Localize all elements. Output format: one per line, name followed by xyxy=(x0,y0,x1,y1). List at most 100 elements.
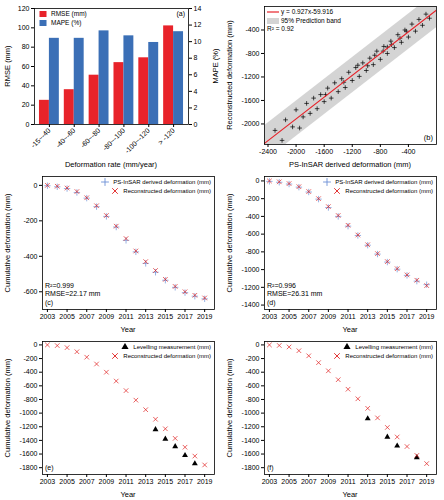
svg-text:-800: -800 xyxy=(373,148,387,155)
svg-text:14: 14 xyxy=(194,5,202,12)
svg-text:0: 0 xyxy=(194,121,198,128)
svg-text:2011: 2011 xyxy=(341,478,356,485)
svg-text:-600: -600 xyxy=(23,288,37,295)
svg-text:-1000: -1000 xyxy=(242,409,260,416)
svg-text:-1800: -1800 xyxy=(242,464,260,471)
svg-text:0: 0 xyxy=(256,341,260,348)
svg-text:40: 40 xyxy=(22,82,30,89)
svg-text:-600: -600 xyxy=(23,382,37,389)
svg-text:-2400: -2400 xyxy=(259,148,277,155)
svg-text:-40~-60: -40~-60 xyxy=(54,127,76,149)
svg-text:0: 0 xyxy=(26,121,30,128)
svg-text:2019: 2019 xyxy=(197,313,213,320)
svg-text:-400: -400 xyxy=(245,213,259,220)
svg-text:-2000: -2000 xyxy=(287,148,305,155)
svg-text:-800: -800 xyxy=(245,396,259,403)
svg-text:-600: -600 xyxy=(245,382,259,389)
svg-text:-100~-120: -100~-120 xyxy=(123,127,151,155)
svg-text:2005: 2005 xyxy=(59,313,75,320)
svg-text:2017: 2017 xyxy=(399,478,415,485)
svg-text:-1200: -1200 xyxy=(343,148,361,155)
svg-text:-1400: -1400 xyxy=(20,437,38,444)
svg-text:-1200: -1200 xyxy=(242,73,260,80)
svg-text:-400: -400 xyxy=(245,26,259,33)
svg-text:-1000: -1000 xyxy=(20,409,38,416)
svg-text:2013: 2013 xyxy=(360,313,376,320)
svg-text:-200: -200 xyxy=(23,217,37,224)
svg-text:2013: 2013 xyxy=(138,478,154,485)
svg-text:-1600: -1600 xyxy=(242,97,260,104)
svg-text:0: 0 xyxy=(34,182,38,189)
svg-text:2003: 2003 xyxy=(40,478,56,485)
svg-text:-200: -200 xyxy=(245,195,259,202)
svg-text:2007: 2007 xyxy=(301,478,317,485)
svg-text:-800: -800 xyxy=(245,50,259,57)
svg-text:-200: -200 xyxy=(23,355,37,362)
svg-text:2009: 2009 xyxy=(99,313,115,320)
svg-text:-1800: -1800 xyxy=(20,464,38,471)
svg-text:6: 6 xyxy=(194,71,198,78)
svg-text:-1400: -1400 xyxy=(242,301,260,308)
svg-text:2009: 2009 xyxy=(99,478,115,485)
svg-text:2019: 2019 xyxy=(197,478,213,485)
svg-text:2003: 2003 xyxy=(262,313,278,320)
svg-text:4: 4 xyxy=(194,88,198,95)
svg-text:2011: 2011 xyxy=(119,313,134,320)
svg-text:2019: 2019 xyxy=(419,478,435,485)
svg-text:-1200: -1200 xyxy=(242,423,260,430)
svg-text:60: 60 xyxy=(22,63,30,70)
svg-text:-800: -800 xyxy=(23,396,37,403)
svg-text:2019: 2019 xyxy=(419,313,435,320)
svg-text:2007: 2007 xyxy=(301,313,317,320)
svg-text:-1600: -1600 xyxy=(20,450,38,457)
svg-text:2017: 2017 xyxy=(177,313,193,320)
svg-text:2009: 2009 xyxy=(321,478,337,485)
svg-text:2013: 2013 xyxy=(360,478,376,485)
svg-text:-200: -200 xyxy=(245,355,259,362)
svg-text:-1000: -1000 xyxy=(242,266,260,273)
svg-text:2011: 2011 xyxy=(341,313,356,320)
svg-text:-400: -400 xyxy=(401,148,415,155)
svg-text:20: 20 xyxy=(22,101,30,108)
svg-text:-400: -400 xyxy=(23,253,37,260)
svg-text:-80~-100: -80~-100 xyxy=(101,127,126,152)
svg-text:-600: -600 xyxy=(245,230,259,237)
svg-text:-1200: -1200 xyxy=(20,423,38,430)
svg-text:2007: 2007 xyxy=(79,313,95,320)
svg-text:0: 0 xyxy=(34,341,38,348)
svg-text:-400: -400 xyxy=(245,368,259,375)
svg-text:2: 2 xyxy=(194,104,198,111)
svg-text:2009: 2009 xyxy=(321,313,337,320)
svg-text:2015: 2015 xyxy=(158,478,174,485)
svg-text:-2000: -2000 xyxy=(242,120,260,127)
svg-text:-1400: -1400 xyxy=(242,437,260,444)
svg-text:2005: 2005 xyxy=(59,478,75,485)
svg-text:2015: 2015 xyxy=(158,313,174,320)
svg-text:-1200: -1200 xyxy=(242,284,260,291)
svg-text:2005: 2005 xyxy=(281,313,297,320)
svg-text:80: 80 xyxy=(22,43,30,50)
svg-text:-1600: -1600 xyxy=(242,450,260,457)
svg-text:12: 12 xyxy=(194,21,202,28)
svg-text:100: 100 xyxy=(18,24,30,31)
svg-text:2013: 2013 xyxy=(138,313,154,320)
svg-text:2017: 2017 xyxy=(177,478,193,485)
svg-text:2017: 2017 xyxy=(399,313,415,320)
svg-text:> -120: > -120 xyxy=(157,127,176,146)
svg-text:-60~-80: -60~-80 xyxy=(79,127,101,149)
svg-text:-400: -400 xyxy=(23,368,37,375)
svg-text:2005: 2005 xyxy=(281,478,297,485)
svg-text:2007: 2007 xyxy=(79,478,95,485)
svg-text:8: 8 xyxy=(194,54,198,61)
svg-text:2011: 2011 xyxy=(119,478,134,485)
svg-text:2015: 2015 xyxy=(380,313,396,320)
svg-text:2003: 2003 xyxy=(40,313,56,320)
svg-text:-1600: -1600 xyxy=(315,148,333,155)
svg-text:2003: 2003 xyxy=(262,478,278,485)
svg-text:10: 10 xyxy=(194,38,202,45)
svg-text:2015: 2015 xyxy=(380,478,396,485)
svg-text:0: 0 xyxy=(256,177,260,184)
svg-text:-800: -800 xyxy=(245,248,259,255)
svg-text:120: 120 xyxy=(18,5,30,12)
svg-text:-15~-40: -15~-40 xyxy=(30,127,52,149)
